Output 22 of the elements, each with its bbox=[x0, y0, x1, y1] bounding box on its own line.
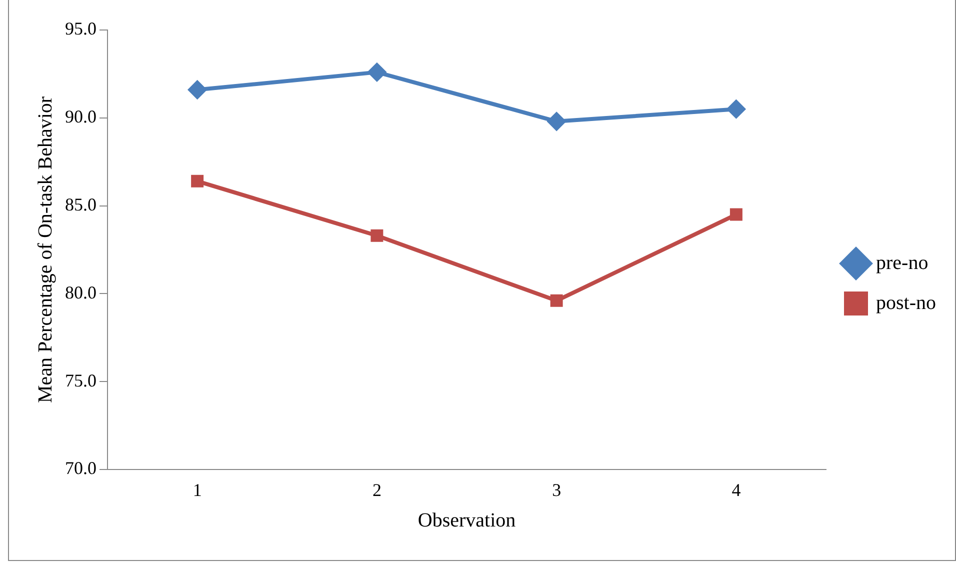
y-tick-label: 80.0 bbox=[65, 282, 96, 302]
y-tick-label: 70.0 bbox=[65, 458, 96, 478]
point bbox=[548, 112, 566, 130]
point bbox=[370, 229, 384, 242]
legend-label: post-no bbox=[876, 292, 936, 314]
x-tick-label: 4 bbox=[732, 480, 741, 500]
x-axis-title: Observation bbox=[418, 509, 516, 532]
point bbox=[730, 208, 742, 221]
legend-label: pre-no bbox=[876, 252, 928, 274]
point bbox=[550, 294, 563, 307]
point bbox=[727, 100, 746, 118]
y-axis-title: Mean Percentage of On-task Behavior bbox=[34, 96, 56, 403]
point bbox=[191, 174, 204, 188]
y-tick-label: 95.0 bbox=[65, 18, 96, 39]
y-tick-label: 85.0 bbox=[65, 194, 96, 214]
x-tick-label: 1 bbox=[192, 480, 202, 500]
x-tick-label: 3 bbox=[552, 480, 562, 500]
x-tick-label: 2 bbox=[372, 480, 382, 500]
y-tick-label: 90.0 bbox=[65, 106, 96, 127]
point bbox=[188, 80, 206, 99]
point bbox=[368, 63, 386, 82]
y-tick-label: 75.0 bbox=[65, 370, 96, 390]
